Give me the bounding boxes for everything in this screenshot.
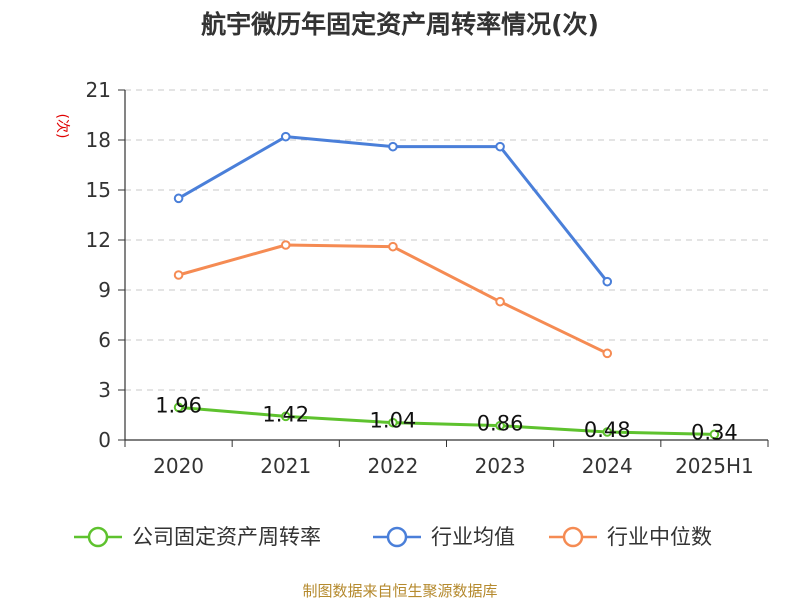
series-line-1: [177, 135, 609, 283]
data-label: 1.96: [155, 393, 202, 417]
legend-item-0[interactable]: 公司固定资产周转率: [74, 525, 321, 549]
x-tick-label: 2022: [367, 454, 418, 478]
legend-item-2[interactable]: 行业中位数: [549, 525, 712, 549]
x-tick-label: 2023: [475, 454, 526, 478]
y-axis-unit-label: (次): [54, 114, 70, 139]
data-point: [495, 296, 505, 307]
data-point: [173, 270, 184, 280]
data-point: [280, 411, 291, 422]
y-tick-label: 6: [98, 328, 111, 352]
data-label: 0.86: [477, 412, 524, 436]
grid-layer: [125, 89, 768, 391]
y-tick-label: 3: [98, 378, 111, 402]
data-point: [173, 193, 184, 204]
y-tick-label: 21: [86, 78, 111, 102]
data-point: [388, 241, 398, 252]
legend-marker-icon: [562, 526, 584, 548]
y-tick-label: 18: [86, 128, 111, 152]
data-label: 1.04: [370, 409, 417, 433]
y-tick-label: 0: [98, 428, 111, 452]
legend-marker-icon: [386, 526, 408, 548]
series-layer: [173, 131, 720, 440]
x-tick-label: 2021: [260, 454, 311, 478]
legend-item-1[interactable]: 行业均值: [373, 525, 515, 549]
x-tick-label: 2020: [153, 454, 204, 478]
source-note: 制图数据来自恒生聚源数据库: [302, 582, 497, 600]
data-point: [280, 240, 291, 250]
series-line-0: [178, 405, 715, 436]
data-point: [602, 348, 613, 359]
series-line-2: [178, 243, 608, 355]
legend-label: 行业中位数: [607, 525, 712, 549]
data-point: [388, 417, 398, 428]
data-point: [602, 427, 613, 437]
legend-marker-icon: [87, 526, 109, 548]
y-tick-label: 9: [98, 278, 111, 302]
data-point: [173, 402, 184, 413]
x-tick-label: 2024: [582, 454, 633, 478]
axis-layer: 0 3 6 9 12 15 18 21 2020 2021 2022 2023 2024 2025H1: [86, 78, 769, 478]
data-point: [280, 131, 291, 142]
legend: 公司固定资产周转率 行业均值 行业中位数: [74, 525, 712, 549]
data-point: [602, 276, 613, 287]
data-point: [388, 141, 398, 152]
data-point: [495, 141, 505, 152]
data-label: 1.42: [262, 402, 309, 426]
chart-title: 航宇微历年固定资产周转率情况(次): [201, 10, 599, 39]
data-point: [709, 429, 720, 440]
data-point: [495, 420, 505, 431]
y-tick-label: 15: [86, 178, 111, 202]
data-label: 0.34: [691, 420, 738, 444]
x-tick-label: 2025H1: [675, 454, 754, 478]
data-label-layer: 1.96 1.42 1.04 0.86 0.48 0.34: [155, 393, 738, 444]
legend-label: 公司固定资产周转率: [132, 525, 321, 549]
data-label: 0.48: [584, 418, 631, 442]
y-tick-label: 12: [86, 228, 111, 252]
legend-label: 行业均值: [431, 525, 515, 549]
